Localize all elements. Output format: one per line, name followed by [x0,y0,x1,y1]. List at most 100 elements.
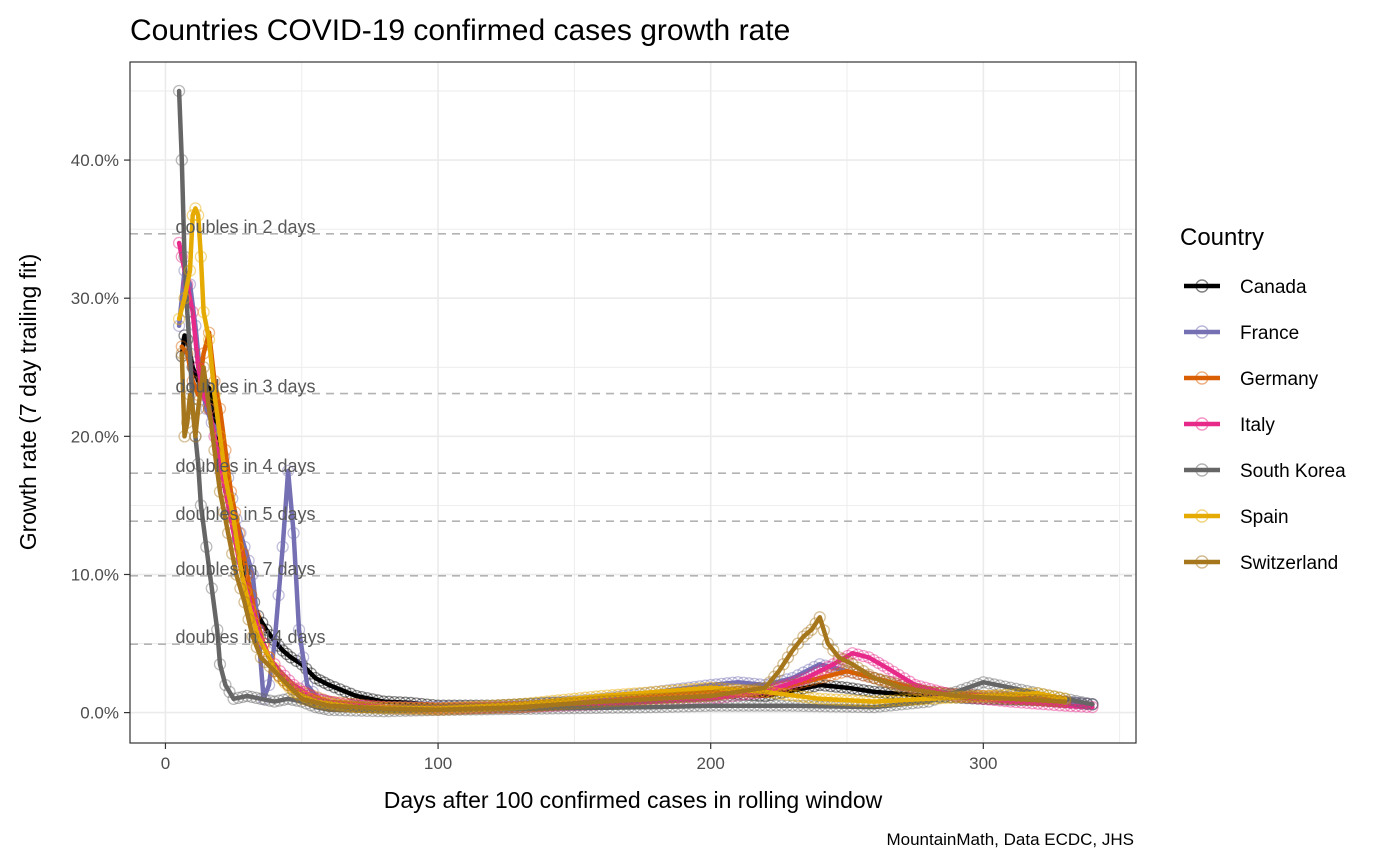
data-point [273,671,287,685]
series-switzerland [175,347,1072,716]
legend-item-germany: Germany [1184,369,1319,390]
data-point [810,666,824,679]
legend-item-france: France [1184,323,1299,344]
plot-border [129,61,1137,744]
legend-marker [1195,279,1209,293]
chart-title: Countries COVID-19 confirmed cases growt… [130,14,790,47]
legend-marker [1195,555,1209,569]
data-point [259,655,272,669]
legend-label: South Korea [1240,461,1346,482]
data-point [805,669,818,682]
data-point [278,676,291,689]
legend-marker [1195,325,1209,339]
data-point [286,683,299,696]
data-point [309,671,322,685]
data-point [223,685,236,699]
legend-label: France [1240,323,1299,344]
data-point [867,653,880,667]
data-point [284,651,298,664]
data-point [763,676,776,689]
y-axis: 0.0% 10.0% 20.0% 30.0% 40.0% [71,151,130,723]
series-line [176,206,1068,711]
reference-labels: doubles in 2 days doubles in 3 days double… [175,217,325,647]
data-point [892,668,905,682]
data-point [827,644,840,657]
legend-item-switzerland: Switzerland [1184,553,1338,574]
data-point [291,688,304,701]
legend-title: Country [1180,224,1264,251]
y-tick-label: 10.0% [71,565,119,584]
data-point [857,665,870,678]
data-point [862,668,875,681]
legend-marker [1195,417,1209,431]
y-tick-label: 0.0% [80,704,119,723]
legend-item-italy: Italy [1184,415,1275,436]
chart-caption: MountainMath, Data ECDC, JHS [886,830,1134,849]
data-point [786,644,799,657]
x-tick-label: 100 [424,754,452,773]
data-point [318,676,331,689]
data-point [851,661,865,674]
legend-marker [1195,371,1209,385]
series-line [179,333,1095,708]
legend-label: Germany [1240,369,1319,390]
data-point [263,660,277,673]
legend-label: Canada [1240,277,1307,298]
y-tick-label: 30.0% [71,289,119,308]
data-point [846,658,859,671]
y-axis-title: Growth rate (7 day trailing fit) [15,254,41,551]
reference-label: doubles in 2 days [175,217,315,237]
legend-label: Italy [1240,415,1275,436]
data-point [772,665,786,678]
legend: Country Canada France Germany Italy South Ko… [1180,224,1346,574]
data-point [805,623,818,636]
data-point [837,653,850,666]
reference-label: doubles in 4 days [175,456,315,476]
legend-item-canada: Canada [1184,277,1307,298]
data-point [887,665,900,678]
data-point [797,630,810,643]
series-group [172,84,1099,718]
data-point [821,660,835,674]
legend-marker [1195,463,1209,477]
data-point [277,674,290,687]
y-tick-label: 40.0% [71,151,119,170]
legend-item-south-korea: South Korea [1184,461,1346,482]
y-tick-label: 20.0% [71,427,119,446]
data-point [313,674,327,687]
reference-label: doubles in 7 days [175,559,315,579]
data-point [282,681,296,694]
reference-label: doubles in 5 days [175,504,315,524]
grid-lines [130,62,1136,743]
data-point [781,651,795,664]
data-point [272,669,286,682]
data-point [816,663,829,676]
legend-items: Canada France Germany Italy South Korea Spain… [1184,277,1346,574]
x-axis-title: Days after 100 confirmed cases in rollin… [384,787,883,813]
x-tick-label: 200 [697,754,725,773]
legend-item-spain: Spain [1184,507,1289,528]
x-axis: 0 100 200 300 [161,743,998,773]
data-point [281,678,295,692]
x-tick-label: 0 [161,754,170,773]
data-point [898,672,911,685]
data-point [841,655,855,669]
legend-label: Spain [1240,507,1289,528]
data-point [791,637,805,650]
data-point [777,658,790,671]
data-point [276,644,289,657]
data-point [801,627,814,640]
data-point [268,665,281,678]
data-point [881,662,895,675]
series-line [179,351,1068,713]
reference-label: doubles in 14 days [175,627,325,647]
data-point [280,647,293,661]
legend-marker [1195,509,1209,523]
data-point [827,658,840,671]
data-point [876,659,890,672]
data-point [768,670,781,683]
reference-label: doubles in 3 days [175,377,315,397]
x-tick-label: 300 [969,754,997,773]
data-point [872,656,885,670]
